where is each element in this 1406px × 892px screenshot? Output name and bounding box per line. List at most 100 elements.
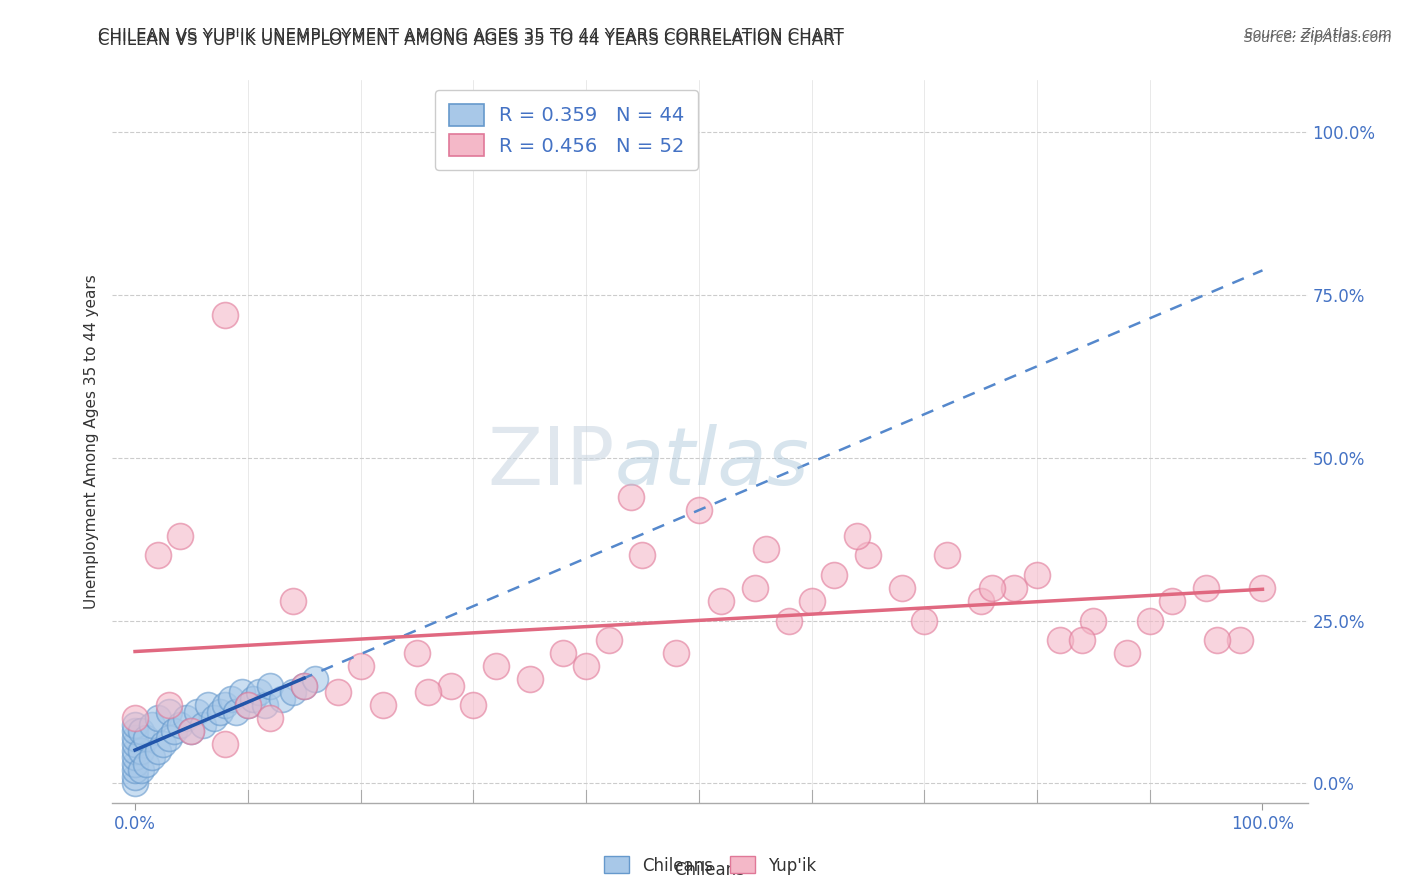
Text: Chileans: Chileans xyxy=(675,861,745,879)
Point xyxy=(146,711,169,725)
Text: ZIP: ZIP xyxy=(486,425,614,502)
Point xyxy=(124,756,146,771)
Point xyxy=(157,705,180,719)
Point xyxy=(146,744,169,758)
Point xyxy=(1251,581,1274,595)
Point xyxy=(688,503,710,517)
Point xyxy=(1071,633,1094,648)
Point xyxy=(157,698,180,713)
Point xyxy=(1004,581,1026,595)
Point xyxy=(124,731,146,745)
Point xyxy=(326,685,349,699)
Point xyxy=(124,764,146,778)
Point xyxy=(292,679,315,693)
Point xyxy=(135,731,157,745)
Point xyxy=(124,737,146,751)
Point xyxy=(292,679,315,693)
Point xyxy=(440,679,463,693)
Point xyxy=(242,691,264,706)
Point xyxy=(912,614,935,628)
Point xyxy=(180,724,202,739)
Point xyxy=(124,711,146,725)
Point xyxy=(135,756,157,771)
Point xyxy=(349,659,371,673)
Point xyxy=(800,594,823,608)
Point xyxy=(665,646,688,660)
Point xyxy=(304,672,326,686)
Point xyxy=(620,490,643,504)
Point xyxy=(1116,646,1139,660)
Y-axis label: Unemployment Among Ages 35 to 44 years: Unemployment Among Ages 35 to 44 years xyxy=(83,274,98,609)
Point xyxy=(214,308,236,322)
Point xyxy=(124,717,146,731)
Point xyxy=(253,698,276,713)
Point xyxy=(236,698,259,713)
Text: Source: ZipAtlas.com: Source: ZipAtlas.com xyxy=(1244,27,1392,41)
Point xyxy=(553,646,575,660)
Point xyxy=(225,705,247,719)
Point xyxy=(208,705,231,719)
Text: CHILEAN VS YUP'IK UNEMPLOYMENT AMONG AGES 35 TO 44 YEARS CORRELATION CHART: CHILEAN VS YUP'IK UNEMPLOYMENT AMONG AGE… xyxy=(98,27,844,45)
Point xyxy=(174,711,197,725)
Point xyxy=(281,594,304,608)
Point xyxy=(186,705,208,719)
Point xyxy=(980,581,1002,595)
Point xyxy=(202,711,225,725)
Point xyxy=(152,737,174,751)
Point xyxy=(1161,594,1184,608)
Point xyxy=(214,737,236,751)
Point xyxy=(124,776,146,790)
Point xyxy=(485,659,508,673)
Point xyxy=(969,594,991,608)
Point xyxy=(231,685,253,699)
Point xyxy=(1229,633,1251,648)
Point xyxy=(191,717,214,731)
Point xyxy=(141,717,163,731)
Point xyxy=(169,717,191,731)
Point xyxy=(219,691,242,706)
Point xyxy=(129,724,152,739)
Point xyxy=(169,529,191,543)
Point xyxy=(755,541,778,556)
Point xyxy=(141,750,163,764)
Point xyxy=(259,711,281,725)
Point xyxy=(418,685,440,699)
Point xyxy=(236,698,259,713)
Point xyxy=(1049,633,1071,648)
Text: atlas: atlas xyxy=(614,425,810,502)
Point xyxy=(631,549,654,563)
Text: CHILEAN VS YUP'IK UNEMPLOYMENT AMONG AGES 35 TO 44 YEARS CORRELATION CHART: CHILEAN VS YUP'IK UNEMPLOYMENT AMONG AGE… xyxy=(98,31,844,49)
Point xyxy=(197,698,219,713)
Point xyxy=(180,724,202,739)
Point xyxy=(124,744,146,758)
Point xyxy=(744,581,766,595)
Point xyxy=(1083,614,1105,628)
Point xyxy=(845,529,868,543)
Point xyxy=(598,633,620,648)
Point xyxy=(856,549,879,563)
Point xyxy=(281,685,304,699)
Point xyxy=(823,568,845,582)
Point xyxy=(270,691,292,706)
Point xyxy=(124,724,146,739)
Point xyxy=(890,581,912,595)
Point xyxy=(371,698,394,713)
Legend: R = 0.359   N = 44, R = 0.456   N = 52: R = 0.359 N = 44, R = 0.456 N = 52 xyxy=(434,90,699,169)
Point xyxy=(124,770,146,784)
Point xyxy=(710,594,733,608)
Point xyxy=(129,744,152,758)
Point xyxy=(247,685,270,699)
Point xyxy=(163,724,186,739)
Point xyxy=(129,764,152,778)
Point xyxy=(157,731,180,745)
Point xyxy=(214,698,236,713)
Point xyxy=(575,659,598,673)
Point xyxy=(519,672,541,686)
Point xyxy=(935,549,957,563)
Point xyxy=(146,549,169,563)
Point xyxy=(259,679,281,693)
Point xyxy=(1139,614,1161,628)
Point xyxy=(1206,633,1229,648)
Point xyxy=(124,750,146,764)
Point xyxy=(1195,581,1218,595)
